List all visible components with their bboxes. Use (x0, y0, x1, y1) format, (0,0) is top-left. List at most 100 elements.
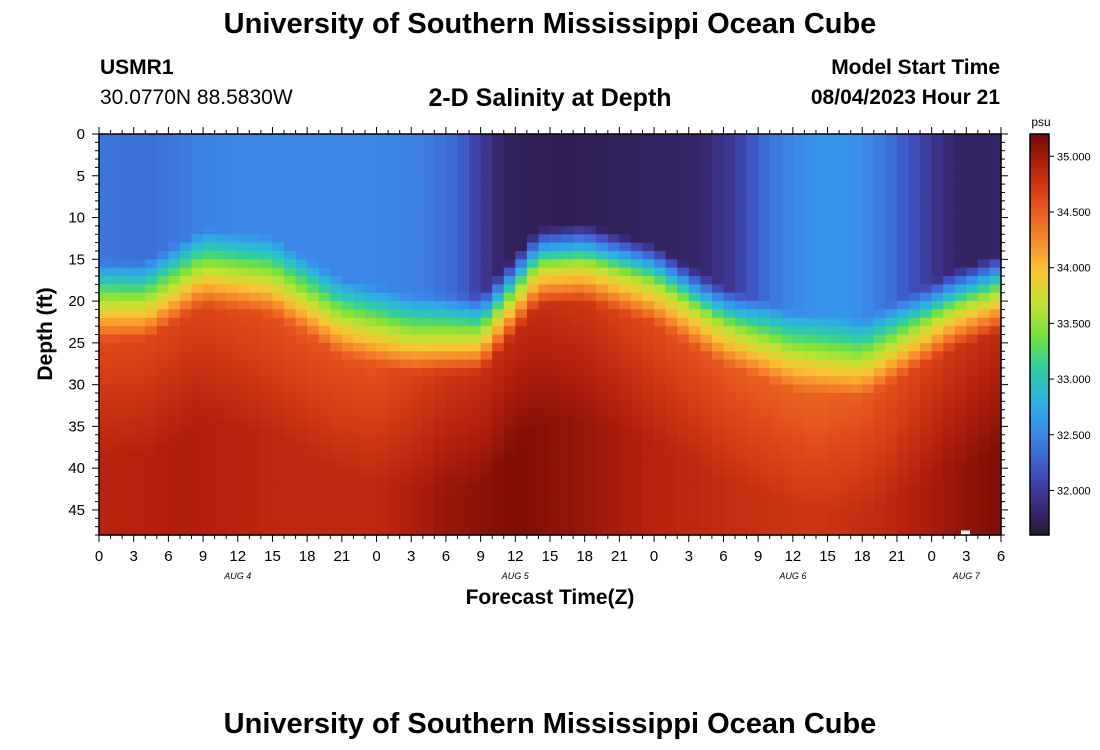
heatmap-cell (168, 451, 181, 461)
heatmap-cell (434, 192, 447, 202)
heatmap-cell (688, 209, 701, 219)
x-tick-label: 21 (611, 548, 628, 565)
heatmap-cell (469, 292, 482, 302)
heatmap-cell (480, 509, 493, 519)
heatmap-cell (480, 234, 493, 244)
heatmap-cell (827, 476, 840, 486)
heatmap-cell (445, 484, 459, 494)
heatmap-cell (943, 434, 956, 444)
heatmap-cell (434, 426, 447, 436)
heatmap-cell (203, 518, 216, 528)
heatmap-cell (318, 334, 331, 344)
heatmap-cell (214, 501, 227, 511)
heatmap-cell (804, 476, 817, 486)
heatmap-cell (99, 225, 112, 235)
heatmap-cell (434, 476, 447, 486)
heatmap-cell (168, 351, 181, 361)
heatmap-cell (445, 359, 459, 369)
heatmap-cell (908, 150, 921, 160)
heatmap-cell (480, 217, 493, 227)
heatmap-cell (561, 192, 574, 202)
heatmap-cell (145, 359, 158, 369)
heatmap-cell (781, 418, 794, 427)
heatmap-cell (619, 175, 632, 185)
x-tick-label: 6 (164, 548, 172, 565)
heatmap-cell (989, 392, 1002, 402)
heatmap-cell (214, 159, 227, 169)
heatmap-cell (422, 342, 435, 352)
heatmap-cell (815, 509, 829, 519)
heatmap-cell (411, 142, 424, 152)
heatmap-cell (584, 392, 597, 402)
heatmap-cell (422, 484, 435, 494)
heatmap-cell (388, 276, 401, 285)
heatmap-cell (249, 267, 262, 277)
heatmap-cell (226, 175, 239, 185)
heatmap-cell (480, 142, 493, 152)
heatmap-cell (989, 434, 1002, 444)
heatmap-cell (804, 142, 817, 152)
heatmap-cell (677, 451, 690, 461)
heatmap-cell (156, 242, 169, 252)
heatmap-cell (607, 484, 620, 494)
heatmap-cell (839, 209, 852, 219)
heatmap-cell (619, 392, 632, 402)
heatmap-cell (538, 317, 551, 327)
heatmap-cell (492, 192, 505, 202)
heatmap-cell (688, 301, 701, 311)
heatmap-cell (619, 150, 632, 160)
heatmap-cell (920, 459, 933, 469)
heatmap-cell (295, 150, 308, 160)
heatmap-cell (260, 401, 274, 411)
heatmap-cell (122, 234, 135, 244)
heatmap-cell (526, 167, 540, 177)
heatmap-cell (862, 384, 875, 394)
heatmap-cell (769, 518, 782, 528)
heatmap-cell (526, 342, 540, 352)
heatmap-cell (781, 276, 794, 285)
heatmap-cell (769, 242, 782, 252)
heatmap-cell (746, 518, 759, 528)
heatmap-cell (145, 367, 158, 377)
heatmap-cell (550, 392, 563, 402)
heatmap-cell (885, 267, 898, 277)
heatmap-cell (133, 443, 146, 453)
heatmap-cell (145, 200, 158, 210)
colorbar-tick-label: 35.000 (1057, 151, 1091, 163)
heatmap-cell (133, 134, 146, 143)
heatmap-cell (480, 392, 493, 402)
heatmap-cell (550, 434, 563, 444)
heatmap-cell (99, 292, 112, 302)
heatmap-cell (642, 326, 655, 336)
heatmap-cell (388, 159, 401, 169)
heatmap-cell (492, 342, 505, 352)
heatmap-cell (862, 234, 875, 244)
heatmap-cell (815, 409, 829, 419)
heatmap-cell (330, 484, 343, 494)
heatmap-cell (122, 250, 135, 260)
heatmap-cell (630, 217, 644, 227)
heatmap-cell (654, 468, 667, 478)
heatmap-cell (122, 259, 135, 269)
heatmap-cell (515, 267, 528, 277)
heatmap-cell (989, 418, 1002, 427)
heatmap-cell (168, 184, 181, 194)
heatmap-cell (469, 242, 482, 252)
heatmap-cell (815, 142, 829, 152)
heatmap-cell (388, 351, 401, 361)
heatmap-cell (989, 334, 1002, 344)
heatmap-cell (272, 476, 285, 486)
heatmap-cell (214, 367, 227, 377)
heatmap-cell (388, 443, 401, 453)
heatmap-cell (434, 384, 447, 394)
heatmap-cell (330, 209, 343, 219)
heatmap-cell (353, 418, 366, 427)
heatmap-cell (815, 134, 829, 143)
heatmap-cell (307, 192, 320, 202)
heatmap-cell (596, 418, 609, 427)
heatmap-cell (249, 342, 262, 352)
heatmap-cell (630, 134, 644, 143)
heatmap-cell (573, 376, 586, 386)
heatmap-cell (538, 493, 551, 503)
heatmap-cell (445, 501, 459, 511)
